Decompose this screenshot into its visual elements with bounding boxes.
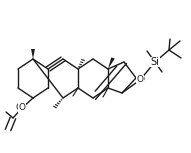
Text: O: O [19,103,26,112]
Text: Si: Si [151,57,159,67]
Text: Si: Si [151,57,159,67]
Polygon shape [108,58,115,69]
Text: O: O [137,75,143,84]
Text: O: O [137,75,143,84]
Text: Si: Si [151,57,159,67]
Text: O: O [19,103,26,112]
Text: O: O [16,103,23,112]
Text: O: O [138,75,144,84]
Polygon shape [31,49,35,59]
